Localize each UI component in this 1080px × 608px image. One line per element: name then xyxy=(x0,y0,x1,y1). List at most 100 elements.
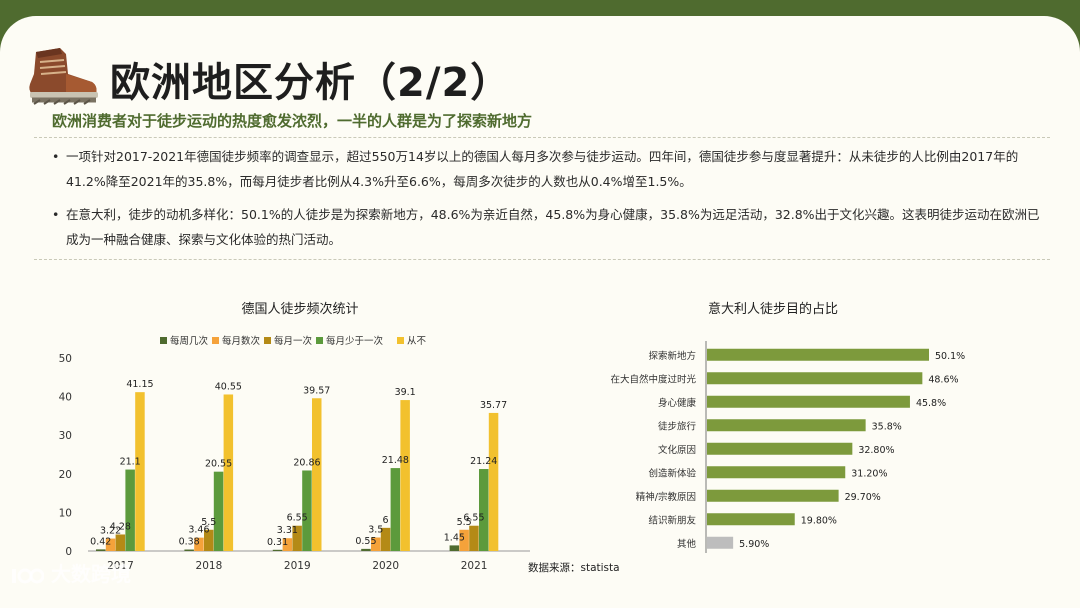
legend-label: 从不 xyxy=(407,336,427,347)
category-label: 结识新朋友 xyxy=(648,514,696,526)
legend-label: 每周几次 xyxy=(170,335,209,347)
data-label: 48.6% xyxy=(928,374,958,385)
y-tick-label: 30 xyxy=(59,430,72,442)
data-label: 21.48 xyxy=(382,455,409,466)
category-label: 创造新体验 xyxy=(648,467,696,479)
data-label: 1.45 xyxy=(444,532,465,543)
category-label: 精神/宗教原因 xyxy=(636,491,696,503)
bar xyxy=(204,529,214,551)
data-label: 0.55 xyxy=(355,536,376,547)
bar xyxy=(361,548,371,551)
data-source: 数据来源：statista xyxy=(528,562,620,574)
data-label: 35.77 xyxy=(480,400,507,411)
divider xyxy=(34,259,1050,260)
bar xyxy=(707,419,866,432)
bar xyxy=(400,400,410,551)
bar xyxy=(135,392,145,551)
bar xyxy=(469,525,479,551)
category-label: 其他 xyxy=(677,538,697,550)
data-label: 3.46 xyxy=(188,525,209,536)
bar xyxy=(707,395,910,408)
bar xyxy=(213,471,224,551)
bar xyxy=(194,537,204,551)
x-tick-label: 2021 xyxy=(461,560,488,571)
data-label: 0.42 xyxy=(90,536,111,547)
watermark-text: 大数跨境 xyxy=(50,562,131,586)
bar xyxy=(115,534,126,551)
data-label: 6.55 xyxy=(287,513,308,524)
bullet-symbol: • xyxy=(52,207,60,222)
data-label: 6 xyxy=(383,515,389,526)
x-tick-label: 2020 xyxy=(372,560,399,571)
data-label: 3.31 xyxy=(277,525,298,536)
bar xyxy=(302,470,312,551)
legend-swatch xyxy=(264,337,271,344)
y-tick-label: 40 xyxy=(59,392,72,404)
data-label: 3.5 xyxy=(368,524,383,535)
data-label: 21.1 xyxy=(120,457,141,468)
hiking-boot-icon xyxy=(29,48,98,105)
divider xyxy=(34,137,1050,138)
x-tick-label: 2017 xyxy=(107,560,134,571)
bullet-item: • 在意大利，徒步的动机多样化：50.1%的人徒步是为探索新地方，48.6%为亲… xyxy=(52,202,1042,252)
page-subtitle: 欧洲消费者对于徒步运动的热度愈发浓烈，一半的人群是为了探索新地方 xyxy=(52,112,533,130)
bullet-symbol: • xyxy=(52,149,60,164)
legend-swatch xyxy=(397,337,404,344)
bullet-item: • 一项针对2017-2021年德国徒步频率的调查显示，超过550万14岁以上的… xyxy=(52,144,1042,194)
data-label: 39.1 xyxy=(395,387,416,398)
germany-hiking-frequency-chart: 德国人徒步频次统计 每周几次 每月数次 每月一次 每月少于一次 从不 0 10 20 30 40… xyxy=(59,301,530,571)
legend-swatch xyxy=(316,337,323,344)
bar xyxy=(184,549,194,551)
data-label: 39.57 xyxy=(303,385,330,396)
chart-title: 意大利人徒步目的占比 xyxy=(708,301,838,317)
bullet-text: 一项针对2017-2021年德国徒步频率的调查显示，超过550万14岁以上的德国… xyxy=(66,149,1019,189)
y-tick-label: 10 xyxy=(59,507,72,519)
bar xyxy=(707,513,795,526)
page-title: 欧洲地区分析（2/2） xyxy=(110,60,512,106)
legend-swatch xyxy=(160,337,167,344)
watermark: 大数跨境 xyxy=(8,558,131,587)
data-label: 40.55 xyxy=(215,381,242,392)
data-label: 29.70% xyxy=(845,492,881,503)
data-label: 0.38 xyxy=(179,537,200,548)
bar xyxy=(223,394,234,551)
data-label: 5.5 xyxy=(201,517,216,528)
data-label: 6.55 xyxy=(463,513,484,524)
bar xyxy=(707,442,853,455)
bar xyxy=(96,549,106,551)
category-label: 在大自然中度过时光 xyxy=(610,373,696,385)
y-tick-label: 0 xyxy=(65,546,72,558)
data-label: 20.55 xyxy=(205,459,232,470)
y-tick-label: 20 xyxy=(59,469,72,481)
bar xyxy=(282,538,293,551)
x-tick-label: 2018 xyxy=(196,560,223,571)
y-tick-label: 50 xyxy=(59,353,72,365)
data-label: 5.90% xyxy=(739,539,769,550)
bar xyxy=(449,545,460,551)
bar xyxy=(459,529,469,551)
bar xyxy=(707,466,846,479)
legend-label: 每月一次 xyxy=(274,335,313,347)
data-label: 0.31 xyxy=(267,537,288,548)
data-label: 4.28 xyxy=(110,521,131,532)
bar xyxy=(707,489,839,502)
italy-hiking-purpose-chart: 意大利人徒步目的占比 探索新地方在大自然中度过时光身心健康徒步旅行文化原因创造新… xyxy=(610,301,965,553)
x-tick-label: 2019 xyxy=(284,560,311,571)
bullet-text: 在意大利，徒步的动机多样化：50.1%的人徒步是为探索新地方，48.6%为亲近自… xyxy=(66,207,1040,247)
bar xyxy=(292,525,302,551)
bar xyxy=(371,537,381,551)
legend-label: 每月少于一次 xyxy=(326,335,384,347)
bar xyxy=(390,468,401,551)
bar xyxy=(479,469,489,551)
data-label: 3.22 xyxy=(100,526,121,537)
bar xyxy=(272,549,283,551)
bar xyxy=(125,469,135,551)
data-label: 20.86 xyxy=(293,457,320,468)
data-label: 50.1% xyxy=(935,351,965,362)
chart-title: 德国人徒步频次统计 xyxy=(241,301,358,317)
legend-swatch xyxy=(212,337,219,344)
bar xyxy=(707,536,734,549)
category-label: 身心健康 xyxy=(658,397,697,409)
data-label: 5.5 xyxy=(457,517,472,528)
bar xyxy=(312,398,322,551)
